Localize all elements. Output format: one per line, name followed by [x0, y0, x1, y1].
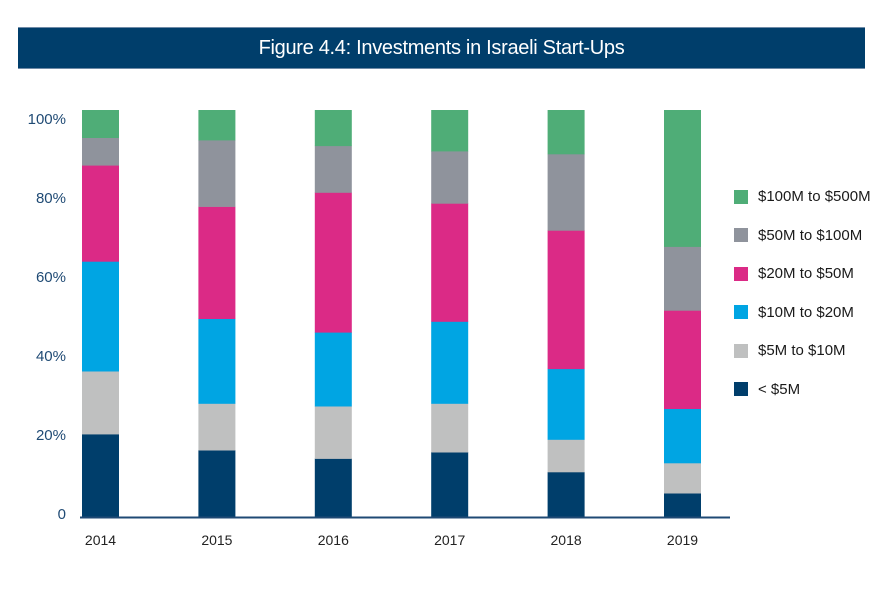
figure-title-bar: Figure 4.4: Investments in Israeli Start…: [18, 27, 865, 69]
x-tick-label: 2014: [85, 532, 116, 548]
bar-segment-2016-2: [314, 332, 352, 407]
legend-label: $50M to $100M: [758, 226, 863, 244]
bar-segment-2017-4: [431, 151, 469, 204]
bar-segment-2014-2: [82, 261, 119, 372]
x-tick-label: 2017: [434, 532, 465, 548]
bar-segment-2017-0: [431, 452, 469, 518]
bar-segment-2017-5: [431, 110, 469, 152]
y-tick-label: 20%: [36, 427, 66, 444]
legend-swatch: [734, 266, 748, 281]
bar-segment-2016-3: [314, 192, 352, 333]
bar-segment-2015-2: [198, 318, 236, 404]
bar-segment-2016-0: [314, 458, 352, 518]
bar-segment-2014-0: [82, 434, 119, 518]
y-tick-label: 40%: [36, 348, 66, 365]
legend-label: < $5M: [758, 380, 801, 398]
legend-label: $100M to $500M: [758, 188, 871, 205]
x-tick-label: 2019: [667, 532, 698, 548]
bar-segment-2019-5: [664, 110, 701, 247]
legend-item: $50M to $100M: [734, 227, 862, 244]
bar-segment-2016-1: [314, 406, 352, 459]
legend-swatch: [734, 343, 748, 358]
bar-segment-2014-5: [82, 110, 119, 138]
bar-segment-2017-3: [431, 203, 469, 322]
bar-segment-2017-1: [431, 403, 469, 453]
bar-segment-2015-1: [198, 403, 236, 451]
y-tick-label: 80%: [36, 190, 66, 207]
legend-label: $20M to $50M: [758, 265, 854, 282]
legend-item: $100M to $500M: [734, 188, 871, 205]
legend-swatch: [734, 189, 748, 204]
bar-segment-2019-4: [664, 246, 701, 311]
legend-item: < $5M: [734, 381, 800, 398]
bar-segment-2019-3: [664, 310, 701, 409]
y-tick-label: 60%: [36, 269, 66, 286]
legend-swatch: [734, 305, 748, 319]
bar-segment-2016-5: [314, 110, 352, 147]
bar-segment-2018-0: [547, 471, 585, 518]
bar-segment-2014-4: [82, 137, 119, 166]
bar-segment-2015-0: [198, 450, 236, 518]
legend-label: $5M to $10M: [758, 342, 846, 359]
bar-segment-2015-4: [198, 140, 236, 207]
bar-segment-2017-2: [431, 321, 469, 404]
legend-item: $20M to $50M: [734, 265, 854, 282]
bar-segment-2019-1: [664, 463, 701, 494]
bar-segment-2019-2: [664, 408, 701, 464]
y-tick-label: 0: [58, 506, 66, 523]
legend-item: $5M to $10M: [734, 342, 846, 359]
x-tick-label: 2015: [201, 532, 232, 548]
bar-segment-2015-3: [198, 206, 236, 319]
y-tick-label: 100%: [28, 111, 66, 128]
bar-segment-2018-5: [547, 110, 585, 155]
figure-title: Figure 4.4: Investments in Israeli Start…: [258, 36, 625, 59]
y-axis-ticks: 0 20% 40% 60% 80% 100%: [28, 111, 66, 523]
x-tick-label: 2016: [318, 532, 349, 548]
bar-segment-2018-4: [547, 153, 585, 231]
legend-swatch: [734, 228, 748, 242]
bar-segment-2018-2: [547, 368, 585, 440]
bar-segment-2018-1: [547, 439, 585, 473]
x-tick-label: 2018: [551, 532, 582, 548]
legend-item: $10M to $20M: [734, 304, 854, 321]
bar-segment-2014-3: [82, 165, 119, 262]
bar-segment-2015-5: [198, 110, 236, 141]
bar-segment-2014-1: [82, 371, 119, 435]
legend-label: $10M to $20M: [758, 303, 854, 321]
bars-group: [82, 110, 701, 518]
bar-segment-2018-3: [547, 230, 585, 370]
x-axis-ticks: 2014 2015 2016 2017 2018 2019: [85, 532, 698, 548]
legend-swatch: [734, 382, 748, 396]
bar-segment-2019-0: [664, 493, 701, 518]
bar-segment-2016-4: [314, 145, 352, 193]
